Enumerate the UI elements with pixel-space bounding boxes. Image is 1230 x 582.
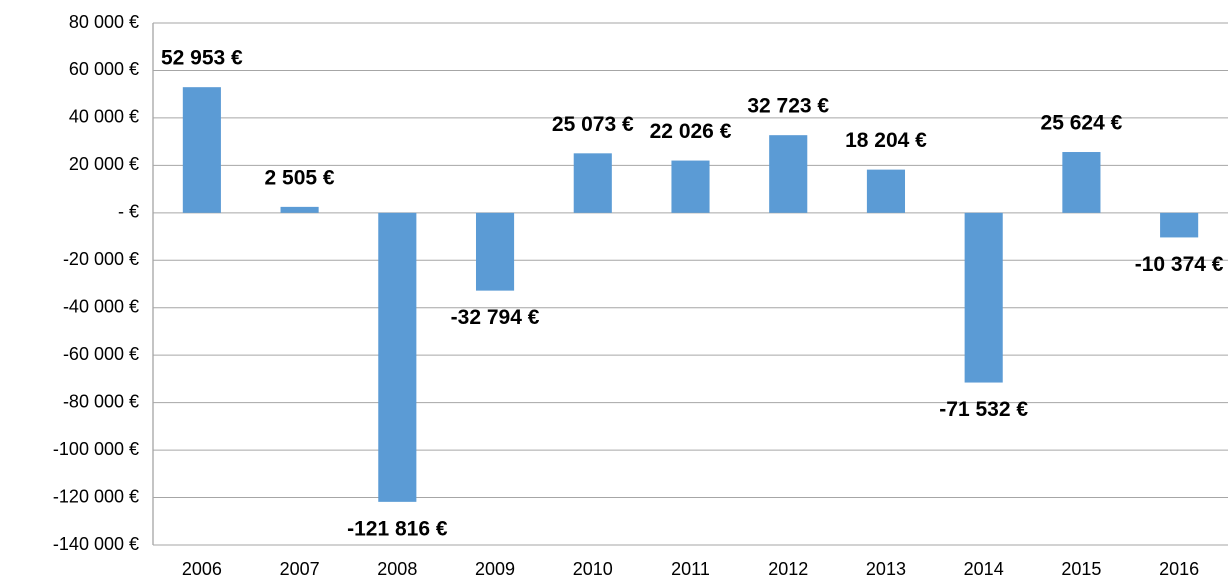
y-tick-label: 40 000 € [69, 107, 139, 127]
bar [378, 212, 417, 502]
value-label: -32 794 € [451, 306, 540, 329]
x-tick-label: 2014 [964, 559, 1004, 579]
y-tick-label: -20 000 € [63, 249, 139, 269]
bar [475, 212, 515, 291]
bar [866, 169, 906, 213]
value-label: 25 073 € [552, 113, 634, 136]
y-tick-label: 20 000 € [69, 154, 139, 174]
bar [182, 87, 221, 213]
y-tick-label: -80 000 € [63, 391, 139, 411]
y-tick-label: -140 000 € [53, 534, 139, 554]
value-label: 18 204 € [845, 129, 927, 152]
bar [1062, 152, 1101, 213]
value-label: -10 374 € [1135, 253, 1224, 276]
bar [769, 135, 808, 213]
bar [280, 206, 319, 213]
value-label: -121 816 € [347, 517, 448, 540]
bar [573, 153, 612, 213]
y-tick-label: -40 000 € [63, 296, 139, 316]
x-tick-label: 2006 [182, 559, 222, 579]
value-label: 2 505 € [265, 166, 335, 189]
value-label: -71 532 € [939, 398, 1028, 421]
y-tick-label: 60 000 € [69, 59, 139, 79]
x-tick-label: 2009 [475, 559, 515, 579]
x-tick-label: 2007 [280, 559, 320, 579]
y-tick-label: -100 000 € [53, 439, 139, 459]
value-label: 25 624 € [1041, 112, 1123, 135]
x-tick-label: 2013 [866, 559, 906, 579]
x-tick-label: 2010 [573, 559, 613, 579]
value-label: 52 953 € [161, 47, 243, 70]
y-tick-label: 80 000 € [69, 12, 139, 32]
bar [964, 212, 1003, 383]
x-tick-label: 2016 [1159, 559, 1199, 579]
value-label: 32 723 € [747, 95, 829, 118]
y-tick-label: - € [118, 202, 139, 222]
x-tick-label: 2012 [768, 559, 808, 579]
y-tick-label: -60 000 € [63, 344, 139, 364]
x-tick-label: 2008 [377, 559, 417, 579]
bar [1160, 212, 1199, 238]
x-tick-label: 2015 [1061, 559, 1101, 579]
x-tick-label: 2011 [671, 559, 710, 579]
value-label: 22 026 € [650, 120, 732, 143]
bar [671, 160, 710, 213]
y-tick-label: -120 000 € [53, 486, 139, 506]
